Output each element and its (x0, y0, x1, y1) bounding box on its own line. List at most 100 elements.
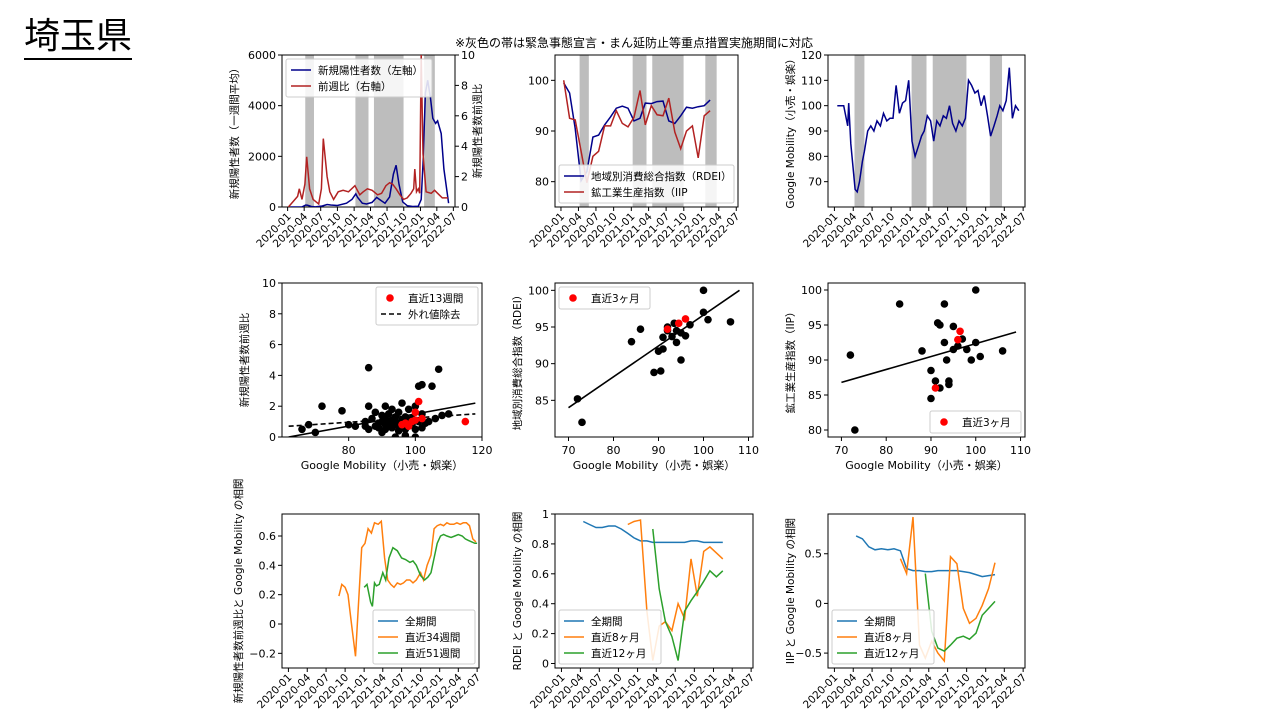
p8-legend-label: 直近12ヶ月 (591, 647, 646, 660)
p5-point (650, 368, 658, 377)
p7-legend-label: 直近51週間 (405, 647, 460, 660)
p6-point (945, 380, 953, 389)
p5-point (704, 315, 712, 324)
p4-point (401, 431, 410, 437)
p4-xtick-label: 120 (472, 444, 493, 457)
p4-ytick-label: 4 (269, 369, 276, 382)
p2-band-3 (705, 55, 717, 207)
p5-point (578, 418, 586, 427)
p1-y2tick-label: 10 (461, 49, 475, 62)
p4-point (368, 414, 376, 423)
p4-point (404, 405, 413, 414)
p8-ytick-label: 1 (542, 508, 549, 521)
p8-legend-label: 全期間 (591, 615, 623, 628)
p9-ytick-label: 0 (815, 597, 822, 610)
p7-ytick-label: 0.6 (259, 530, 277, 543)
p1-y2tick-label: 2 (461, 171, 468, 184)
p7-plot-area (338, 519, 478, 657)
p2-band-0 (579, 55, 589, 207)
p3-ytick-label: 70 (808, 176, 822, 189)
p6-point (927, 366, 935, 375)
p6-xtick-label: 90 (924, 444, 938, 457)
p9-ytick-label: 0.5 (805, 548, 823, 561)
p4-point (364, 363, 373, 372)
p7-legend-label: 直近34週間 (405, 631, 460, 644)
p4-point (391, 433, 400, 437)
p4-point (444, 410, 453, 418)
p6-ytick-label: 80 (808, 424, 822, 437)
p5-xtick-label: 70 (562, 444, 576, 457)
p6-point (918, 347, 926, 355)
p5-legend-label: 直近3ヶ月 (591, 292, 640, 305)
p4-xtick-label: 80 (342, 444, 356, 457)
p5-ytick-label: 90 (535, 358, 549, 371)
p7-series-line-1 (338, 519, 477, 657)
p6-ytick-label: 95 (808, 319, 822, 332)
p1-legend-label: 新規陽性者数（左軸） (318, 64, 423, 77)
p2-ytick-label: 90 (535, 125, 549, 138)
p1-series-line-1 (287, 55, 448, 207)
p1-ylabel: 新規陽性者数（一週間平均） (228, 63, 241, 200)
p8-ytick-label: 0 (542, 658, 549, 671)
p4-point (418, 380, 426, 389)
p4-point (411, 416, 420, 424)
p4-point (304, 420, 313, 429)
p9-series-line-0 (855, 535, 996, 578)
p1-band-3 (424, 55, 435, 207)
p5-point (636, 325, 645, 334)
p4-point (461, 417, 470, 426)
p4-xtick-label: 100 (405, 444, 426, 457)
p6-point (956, 327, 964, 336)
p8-series-line-0 (582, 520, 723, 544)
p6-ylabel: 鉱工業生産指数（IIP） (784, 306, 797, 413)
p3-ylabel: Google Mobility（小売・娯楽） (784, 53, 797, 208)
p9-series-line-2 (924, 573, 996, 652)
p6-plot-area (841, 286, 1017, 434)
p6-xtick-label: 110 (1010, 444, 1031, 457)
p4-point (338, 407, 346, 415)
p1-band-0 (305, 55, 314, 207)
p6-point (895, 300, 904, 308)
p5-ytick-label: 95 (535, 321, 549, 334)
p5-point (686, 321, 694, 329)
p8-legend-box (558, 609, 662, 665)
p5-point (672, 338, 681, 347)
p6-point (940, 300, 949, 308)
p3-series-line-0 (837, 67, 1020, 194)
p6-point (940, 338, 949, 347)
p4-point (438, 411, 446, 420)
p7-series-line-2 (363, 533, 478, 607)
p1-ytick-label: 6000 (248, 49, 276, 62)
p4-point (424, 417, 433, 426)
p6-legend-box (929, 410, 1022, 434)
p6-point (931, 377, 940, 385)
p6-legend-marker (940, 418, 948, 426)
p6-point (967, 356, 976, 364)
p5-point (627, 337, 636, 346)
p4-point (411, 433, 420, 437)
p9-legend-label: 全期間 (864, 615, 896, 628)
p3-plot-area (837, 67, 1020, 194)
p5-frame (554, 282, 754, 438)
p5-ytick-label: 85 (535, 394, 549, 407)
p5-xtick-label: 100 (693, 444, 714, 457)
p4-legend-box (375, 286, 479, 326)
p4-point (298, 425, 306, 434)
p6-point (942, 356, 951, 364)
p8-series-line-2 (652, 528, 724, 661)
p5-point (656, 367, 665, 375)
p7-frame (281, 513, 480, 669)
p6-point (846, 351, 855, 359)
p5-legend-box (558, 286, 651, 310)
p4-ylabel: 新規陽性者数前週比 (238, 313, 251, 408)
p5-ytick-label: 100 (528, 284, 549, 297)
p1-ytick-label: 4000 (248, 100, 276, 113)
p3-ytick-label: 90 (808, 125, 822, 138)
p4-point (344, 420, 353, 429)
p8-ylabel: RDEI と Google Mobility の相関 (511, 512, 524, 671)
p6-point (927, 394, 935, 403)
p4-point (434, 365, 443, 374)
p3-ytick-label: 100 (801, 100, 822, 113)
p4-point (398, 399, 406, 407)
